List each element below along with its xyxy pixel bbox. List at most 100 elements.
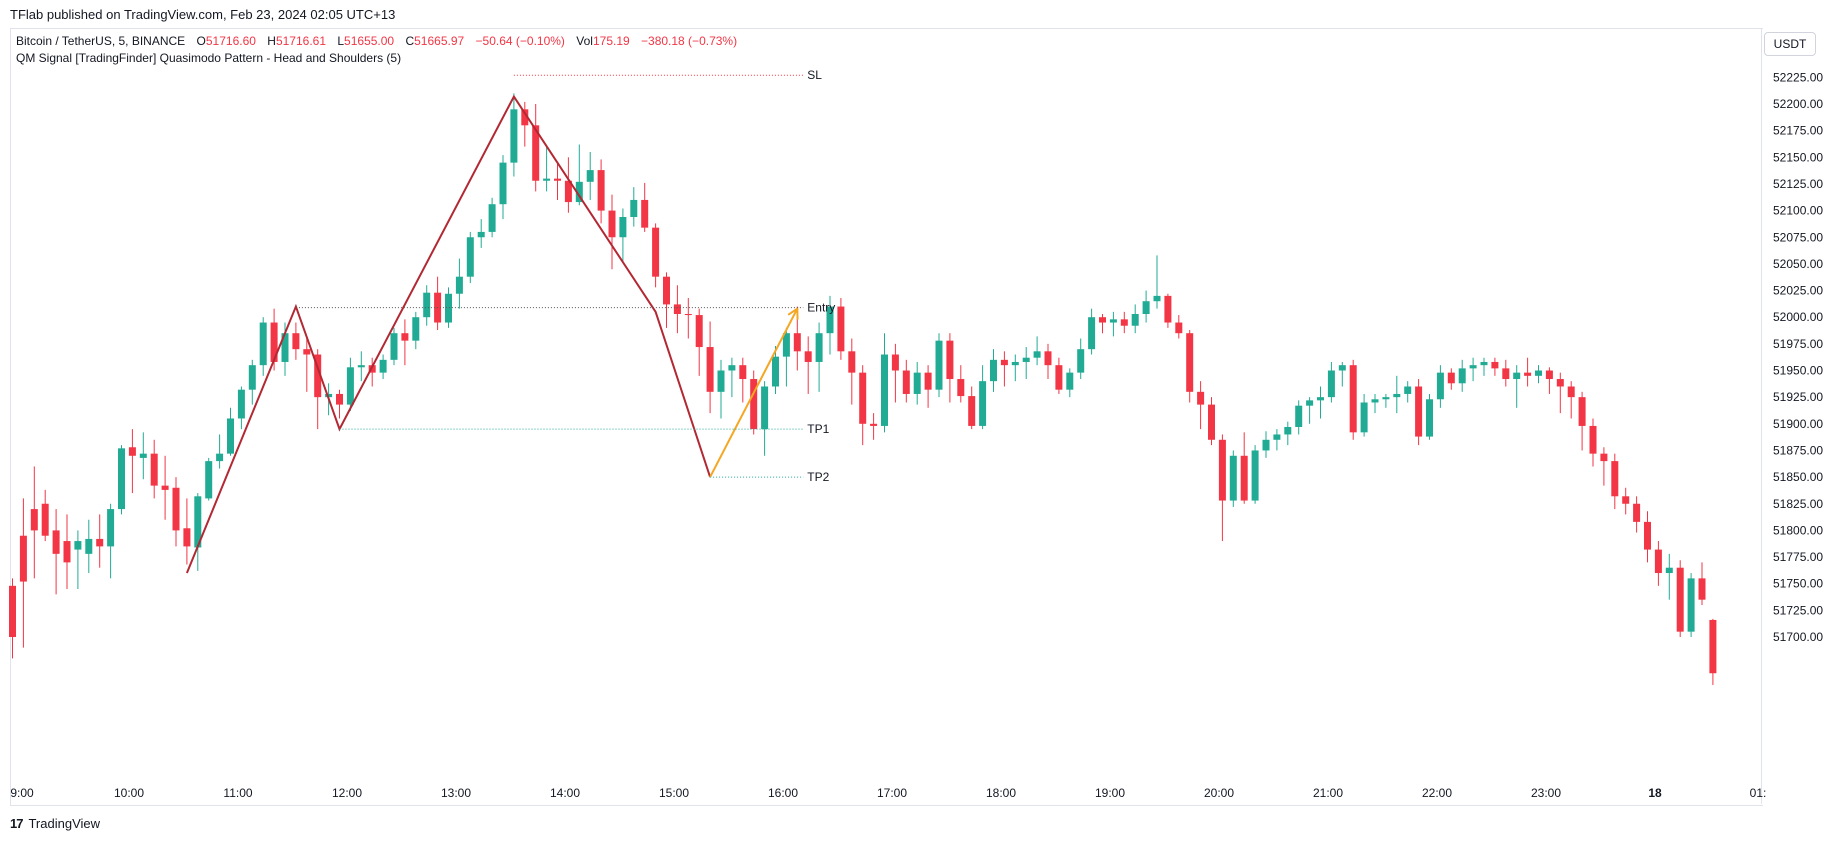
candle bbox=[1262, 431, 1270, 458]
candle-body bbox=[521, 109, 529, 126]
candle-body bbox=[357, 365, 365, 368]
candle bbox=[1109, 311, 1117, 337]
price-tick-label: 51925.00 bbox=[1773, 390, 1823, 404]
candle bbox=[750, 370, 758, 435]
candle-body bbox=[554, 178, 561, 181]
candle bbox=[1458, 359, 1466, 392]
price-tick-label: 52100.00 bbox=[1773, 204, 1823, 218]
candle-body bbox=[859, 372, 867, 424]
candle-body bbox=[1469, 365, 1477, 369]
signal-levels: SL Entry TP1 TP2 bbox=[295, 68, 835, 484]
candle bbox=[1142, 290, 1150, 323]
candle-body bbox=[1567, 386, 1575, 398]
candle-body bbox=[728, 365, 736, 371]
candle bbox=[1317, 386, 1324, 419]
candle-body bbox=[1088, 317, 1096, 350]
candle-body bbox=[1262, 439, 1270, 451]
candle bbox=[41, 489, 49, 542]
candle-body bbox=[717, 370, 725, 392]
high-label: H bbox=[267, 34, 276, 48]
volume-change: −380.18 (−0.73%) bbox=[641, 34, 738, 48]
candle-body bbox=[575, 181, 583, 203]
tp2-line-label: TP2 bbox=[807, 470, 829, 484]
candle bbox=[1665, 553, 1673, 600]
time-tick-label: 01: bbox=[1750, 786, 1767, 800]
candle bbox=[957, 365, 965, 403]
candle-body bbox=[848, 351, 856, 373]
candle-body bbox=[597, 170, 605, 211]
candle bbox=[357, 351, 365, 382]
price-tick-label: 51750.00 bbox=[1773, 577, 1823, 591]
candle-body bbox=[870, 423, 878, 426]
candle bbox=[445, 287, 452, 328]
candle bbox=[1022, 347, 1030, 380]
candle bbox=[466, 231, 474, 284]
candle bbox=[477, 219, 485, 248]
currency-button[interactable]: USDT bbox=[1764, 32, 1816, 56]
candle-body bbox=[1077, 349, 1085, 373]
time-tick-label: 18 bbox=[1648, 786, 1662, 800]
candle-body bbox=[259, 322, 267, 366]
candle bbox=[1633, 496, 1641, 533]
candle bbox=[1033, 336, 1041, 366]
candle bbox=[630, 187, 638, 227]
candle bbox=[1077, 338, 1085, 380]
candle-body bbox=[706, 347, 714, 392]
candle bbox=[564, 157, 572, 213]
candle-body bbox=[1644, 521, 1651, 550]
candle bbox=[390, 327, 398, 366]
candle-body bbox=[826, 306, 834, 334]
candle-body bbox=[379, 359, 387, 373]
indicator-title[interactable]: QM Signal [TradingFinder] Quasimodo Patt… bbox=[16, 51, 402, 65]
candle-body bbox=[336, 393, 343, 405]
candle-body bbox=[139, 453, 147, 458]
candle-body bbox=[118, 448, 125, 510]
tradingview-logo-icon[interactable]: 17 bbox=[10, 816, 24, 831]
candle-body bbox=[1371, 399, 1379, 403]
candle bbox=[1284, 421, 1292, 446]
candle-body bbox=[1524, 372, 1532, 376]
candle-body bbox=[423, 292, 431, 318]
candle-body bbox=[1099, 317, 1106, 323]
candle bbox=[1306, 397, 1314, 424]
candle bbox=[1327, 361, 1335, 403]
price-tick-label: 52200.00 bbox=[1773, 97, 1823, 111]
candle bbox=[19, 498, 27, 648]
candle bbox=[1436, 365, 1444, 408]
candle bbox=[1186, 329, 1194, 403]
candle-body bbox=[619, 216, 627, 238]
candle-body bbox=[1556, 379, 1564, 387]
time-tick-label: 19:00 bbox=[1095, 786, 1125, 800]
symbol-title[interactable]: Bitcoin / TetherUS, 5, BINANCE bbox=[16, 34, 186, 48]
tradingview-brand[interactable]: TradingView bbox=[28, 816, 101, 831]
price-tick-label: 51725.00 bbox=[1773, 603, 1823, 617]
candle-body bbox=[924, 372, 932, 390]
candle-body bbox=[96, 538, 104, 547]
candle bbox=[1218, 434, 1226, 542]
footer: 17 TradingView bbox=[10, 816, 100, 831]
price-tick-label: 51950.00 bbox=[1773, 364, 1823, 378]
candle bbox=[1578, 391, 1586, 451]
candle-body bbox=[1426, 399, 1433, 437]
price-tick-label: 51825.00 bbox=[1773, 497, 1823, 511]
price-tick-label: 51800.00 bbox=[1773, 523, 1823, 537]
candle bbox=[227, 407, 234, 456]
close-label: C bbox=[405, 34, 415, 48]
candle-body bbox=[1709, 619, 1717, 674]
candle bbox=[455, 258, 463, 309]
low-value: 51655.00 bbox=[344, 34, 395, 48]
chart-pane[interactable] bbox=[10, 28, 1763, 806]
candle-body bbox=[85, 538, 93, 554]
candle-body bbox=[1120, 319, 1128, 326]
candle-body bbox=[9, 585, 16, 637]
candle-body bbox=[1360, 402, 1368, 433]
candle-body bbox=[1022, 357, 1030, 362]
candle-body bbox=[1338, 365, 1346, 371]
time-axis: 9:00 10:00 11:00 12:00 13:00 14:00 15:00 16:00 1… bbox=[10, 786, 1766, 800]
candle-body bbox=[739, 365, 747, 380]
candle-body bbox=[1589, 425, 1597, 454]
legend-ohlc-row: Bitcoin / TetherUS, 5, BINANCE O51716.60… bbox=[16, 33, 737, 50]
candle bbox=[1208, 397, 1215, 446]
candle bbox=[1229, 450, 1237, 507]
